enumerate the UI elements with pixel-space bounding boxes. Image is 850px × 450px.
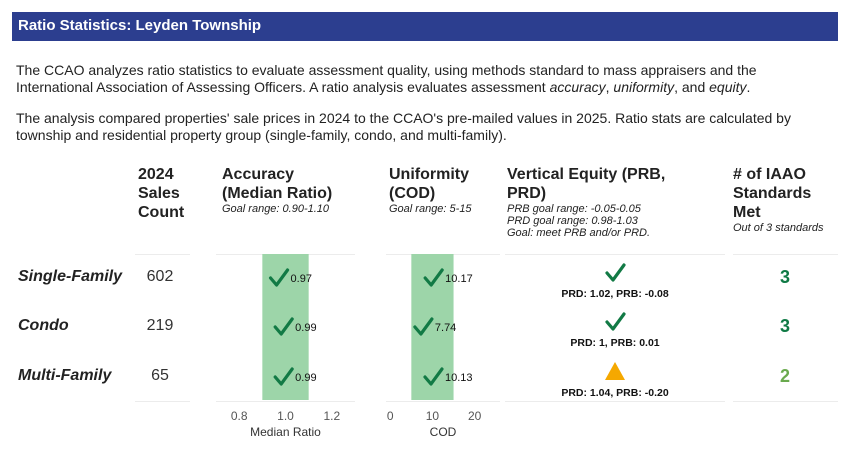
intro-text: accuracy — [549, 79, 606, 95]
value-label: 0.99 — [295, 322, 316, 334]
equity-check — [605, 312, 626, 331]
x-tick-label: 1.2 — [323, 409, 340, 423]
equity-check — [605, 263, 626, 282]
equity-label: PRD: 1.02, PRB: -0.08 — [561, 288, 669, 300]
check-mark — [268, 268, 290, 287]
row-label: Single-Family — [18, 268, 123, 285]
column-note: Goal: meet PRB and/or PRD. — [507, 227, 651, 239]
check-mark — [423, 367, 444, 386]
x-tick-label: 1.0 — [277, 409, 294, 423]
separator — [733, 401, 838, 402]
separator — [505, 401, 725, 402]
column-title: Vertical Equity (PRB, PRD) — [507, 166, 666, 202]
column-header: 2024 Sales Count — [138, 165, 198, 222]
intro-text: , and — [674, 79, 710, 95]
title-bar — [12, 12, 838, 41]
column-note: PRB goal range: -0.05-0.05 — [507, 203, 641, 215]
value-label: 7.74 — [435, 322, 456, 334]
separator — [386, 401, 500, 402]
value-label: 10.13 — [445, 372, 473, 384]
separator — [216, 401, 355, 402]
intro-text: The CCAO analyzes ratio statistics to ev… — [16, 62, 757, 95]
intro-text: uniformity — [613, 79, 675, 95]
sales-count: 602 — [146, 268, 174, 285]
separator — [505, 254, 725, 255]
column-header: Vertical Equity (PRB, PRD) PRB goal range… — [507, 165, 667, 239]
separator — [733, 254, 838, 255]
page-title: Ratio Statistics: Leyden Township — [18, 17, 262, 34]
column-header: Uniformity (COD) Goal range: 5-15 — [389, 165, 494, 215]
value-label: 10.17 — [445, 273, 473, 285]
equity-label: PRD: 1, PRB: 0.01 — [570, 337, 660, 349]
column-title: # of IAAO Standards Met — [733, 166, 812, 221]
x-tick-label: 10 — [426, 409, 440, 423]
standards-met: 3 — [779, 316, 790, 336]
column-note: Goal range: 5-15 — [389, 203, 472, 215]
column-header: Accuracy (Median Ratio) Goal range: 0.90-… — [222, 165, 352, 215]
column-title: Accuracy (Median Ratio) — [222, 166, 333, 202]
mini-chart: 0 10 20 COD 10.17 7.74 10.13 — [387, 254, 482, 439]
column-note: Out of 3 standards — [733, 222, 824, 234]
x-tick-label: 0 — [387, 409, 394, 423]
column-title: 2024 Sales Count — [138, 166, 185, 221]
intro-text: , — [605, 79, 614, 95]
row-label: Multi-Family — [18, 367, 112, 384]
check-mark — [413, 317, 434, 336]
value-label: 0.99 — [295, 372, 316, 384]
standards-met: 3 — [779, 267, 790, 287]
equity-icons — [605, 263, 626, 380]
column-note: PRD goal range: 0.98-1.03 — [507, 215, 638, 227]
intro-paragraph: The CCAO analyzes ratio statistics to ev… — [16, 62, 831, 96]
sales-count: 219 — [146, 317, 174, 334]
check-mark — [273, 317, 294, 336]
intro-text: equity — [709, 79, 747, 95]
separator — [135, 254, 190, 255]
sales-count: 65 — [151, 367, 169, 384]
column-title: Uniformity (COD) — [389, 166, 469, 202]
column-note: Goal range: 0.90-1.10 — [222, 203, 330, 215]
goal-band — [411, 254, 454, 400]
separator — [135, 401, 190, 402]
equity-warning — [605, 362, 625, 380]
equity-label: PRD: 1.04, PRB: -0.20 — [561, 387, 669, 399]
x-axis-label: Median Ratio — [250, 425, 321, 439]
standards-met: 2 — [779, 366, 790, 386]
intro-text: . — [746, 79, 751, 95]
x-tick-label: 0.8 — [231, 409, 248, 423]
x-axis-label: COD — [430, 425, 457, 439]
intro-text: The analysis compared properties' sale p… — [16, 110, 791, 143]
intro-paragraph: The analysis compared properties' sale p… — [16, 110, 831, 144]
row-label: Condo — [18, 317, 69, 334]
x-tick-label: 20 — [468, 409, 482, 423]
column-header: # of IAAO Standards Met Out of 3 standard… — [733, 165, 828, 234]
value-label: 0.97 — [291, 273, 312, 285]
check-mark — [273, 367, 294, 386]
check-mark — [423, 268, 444, 287]
